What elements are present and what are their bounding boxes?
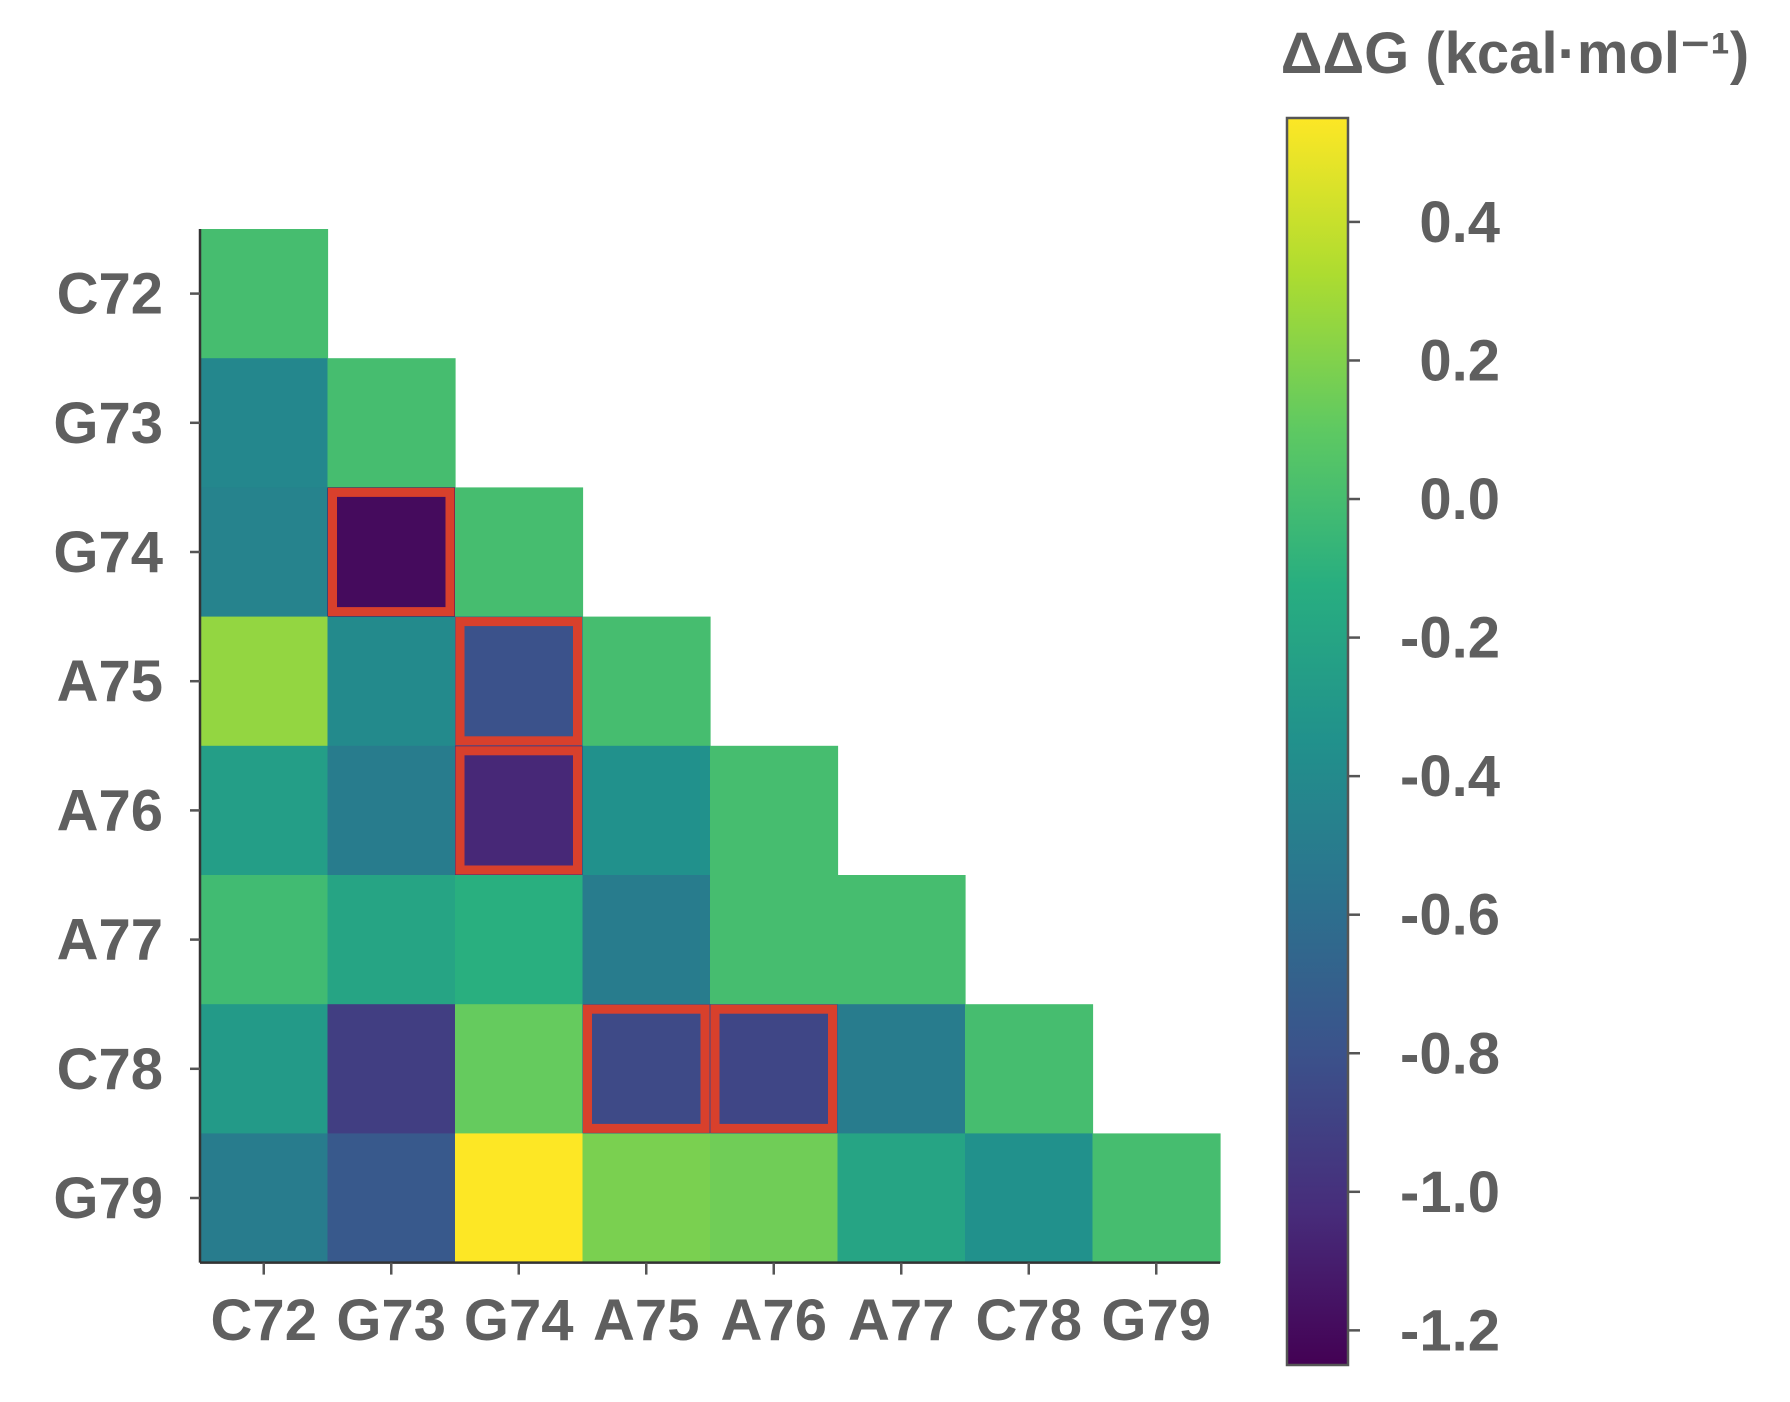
highlight-box-C78-A76: [710, 1004, 837, 1133]
x-tick-label-A76: A76: [721, 1288, 827, 1353]
colorbar-tick-label: -0.8: [1400, 1021, 1500, 1086]
heatmap-cell-A77-C72: [200, 875, 329, 1005]
heatmap-cell-C78-C78: [965, 1004, 1094, 1134]
heatmap-cell-G79-G79: [1092, 1133, 1221, 1264]
y-tick-label-G73: G73: [53, 391, 163, 456]
colorbar-tick-label: 0.4: [1419, 190, 1500, 255]
colorbar-ticks: 0.4 0.2 0.0 -0.2 -0.4 -0.6 -0.8 -1.0 -1.2: [1348, 190, 1500, 1363]
heatmap-cell-A76-A76: [710, 745, 839, 876]
heatmap-cell-G74-G73: [327, 487, 456, 618]
colorbar-tick-label: -1.2: [1400, 1298, 1500, 1363]
x-tick-label-A77: A77: [848, 1288, 954, 1353]
heatmap-cells: [200, 229, 1221, 1264]
highlight-box-G74-G73: [328, 487, 455, 617]
colorbar-tick-label: -0.2: [1400, 606, 1500, 671]
heatmap-cell-C78-C72: [200, 1004, 329, 1134]
x-tick-label-A75: A75: [593, 1288, 699, 1353]
heatmap-axes: C72 G73 G74 A75 A76 A77 C78 G79 C72 G73 G74 A75 A76 A…: [53, 229, 1220, 1353]
x-tick-label-G73: G73: [336, 1288, 446, 1353]
heatmap-cell-G79-A76: [710, 1133, 839, 1264]
heatmap-cell-A75-G73: [327, 616, 456, 747]
heatmap-cell-C78-A75: [582, 1004, 711, 1134]
highlight-box-C78-A75: [583, 1004, 710, 1133]
colorbar-title: ΔΔG (kcal·mol⁻¹): [1281, 21, 1749, 86]
colorbar: ΔΔG (kcal·mol⁻¹) 0.4 0.2 0.0 -0.2 -0.4 -0.6 -0…: [1281, 21, 1749, 1367]
heatmap-cell-C78-A76: [710, 1004, 839, 1134]
heatmap-cell-A75-A75: [582, 616, 711, 747]
heatmap-cell-A77-G73: [327, 875, 456, 1005]
highlight-boxes: [328, 487, 837, 1133]
heatmap-cell-A77-A76: [710, 875, 839, 1005]
y-tick-label-C78: C78: [57, 1037, 163, 1102]
x-tick-label-C78: C78: [976, 1288, 1082, 1353]
heatmap-cell-A76-A75: [582, 745, 711, 876]
x-tick-label-G74: G74: [464, 1288, 574, 1353]
heatmap-cell-G73-G73: [327, 358, 456, 488]
heatmap-cell-C78-A77: [837, 1004, 966, 1134]
y-tick-label-G74: G74: [53, 520, 163, 585]
y-tick-label-A75: A75: [57, 649, 163, 714]
heatmap-cell-A77-G74: [455, 875, 584, 1005]
heatmap-cell-G73-C72: [200, 358, 329, 488]
colorbar-tick-label: 0.2: [1419, 328, 1500, 393]
heatmap-cell-A77-A75: [582, 875, 711, 1005]
heatmap-cell-G79-G74: [455, 1133, 584, 1264]
x-tick-label-G79: G79: [1101, 1288, 1211, 1353]
heatmap-cell-A77-A77: [837, 875, 966, 1005]
heatmap-cell-G74-C72: [200, 487, 329, 618]
y-tick-label-G79: G79: [53, 1166, 163, 1231]
colorbar-tick-label: 0.0: [1419, 467, 1500, 532]
highlight-box-A76-G74: [455, 746, 582, 875]
heatmap-cell-G79-G73: [327, 1133, 456, 1264]
heatmap-cell-A75-G74: [455, 616, 584, 747]
y-tick-label-A76: A76: [57, 778, 163, 843]
heatmap-cell-G79-A77: [837, 1133, 966, 1264]
heatmap-cell-C78-G74: [455, 1004, 584, 1134]
heatmap-cell-G79-A75: [582, 1133, 711, 1264]
heatmap-cell-A76-C72: [200, 745, 329, 876]
heatmap-cell-G79-C72: [200, 1133, 329, 1264]
colorbar-gradient: [1285, 116, 1350, 1367]
heatmap-cell-A75-C72: [200, 616, 329, 747]
heatmap-cell-G74-G74: [455, 487, 584, 618]
y-tick-label-C72: C72: [57, 262, 163, 327]
heatmap-cell-C78-G73: [327, 1004, 456, 1134]
heatmap-cell-G79-C78: [965, 1133, 1094, 1264]
heatmap-cell-C72-C72: [200, 229, 329, 359]
heatmap-cell-A76-G74: [455, 745, 584, 876]
x-tick-label-C72: C72: [211, 1288, 317, 1353]
y-tick-label-A77: A77: [57, 908, 163, 973]
colorbar-tick-label: -0.6: [1400, 883, 1500, 948]
highlight-box-A75-G74: [455, 617, 582, 746]
heatmap-cell-A76-G73: [327, 745, 456, 876]
colorbar-tick-label: -0.4: [1400, 744, 1500, 809]
colorbar-tick-label: -1.0: [1400, 1160, 1500, 1225]
